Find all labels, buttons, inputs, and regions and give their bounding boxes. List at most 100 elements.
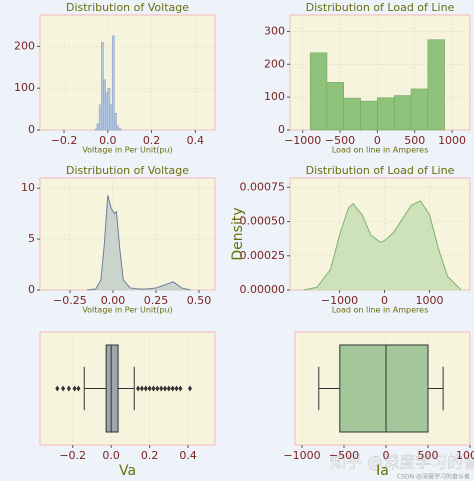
y-tick-label: 0 — [28, 283, 35, 296]
chart-title: Distribution of Voltage — [66, 1, 189, 14]
flier — [139, 385, 144, 392]
x-tick-label: 0.4 — [187, 134, 205, 147]
x-tick-label: −0.2 — [59, 449, 86, 462]
x-tick-label: 500 — [404, 134, 425, 147]
x-tick-label: 0.00 — [101, 294, 126, 307]
x-axis-label: Load on line in Amperes — [332, 146, 429, 155]
flier — [170, 385, 175, 392]
x-tick-label: 0.4 — [179, 449, 197, 462]
flier — [178, 385, 183, 392]
watermark-small: CSDN @深度学习的奋斗者 — [397, 473, 470, 481]
flier — [151, 385, 156, 392]
flier — [143, 385, 148, 392]
bar — [427, 39, 445, 131]
y-tick-label: 0 — [28, 123, 35, 136]
bar — [116, 125, 119, 131]
bar — [94, 128, 98, 131]
x-tick-label: 0 — [381, 294, 388, 307]
bar — [114, 113, 117, 131]
y-tick-label: 300 — [264, 24, 285, 37]
x-tick-label: −500 — [329, 449, 359, 462]
bar — [360, 100, 378, 131]
bar — [103, 79, 106, 131]
bar — [109, 104, 113, 131]
x-axis-label: Voltage in Per Unit(pu) — [82, 146, 172, 155]
x-tick-label: 0 — [382, 449, 389, 462]
y-tick-label: 0.00075 — [240, 180, 286, 193]
y-tick-label: 200 — [14, 39, 35, 52]
bar — [410, 88, 429, 131]
area — [87, 195, 191, 290]
watermark: 知乎 @深度学习的奋斗者 — [330, 453, 474, 472]
bar — [118, 128, 122, 131]
x-axis-label: Va — [119, 463, 136, 479]
bar — [309, 52, 328, 131]
y-tick-label: 200 — [264, 57, 285, 70]
y-tick-label: 100 — [264, 90, 285, 103]
bar — [96, 123, 100, 131]
y-tick-label: 100 — [14, 81, 35, 94]
x-tick-label: −0.25 — [53, 294, 87, 307]
bar — [105, 92, 109, 131]
flier — [61, 385, 66, 392]
x-tick-label: 0.0 — [102, 449, 120, 462]
flier — [55, 385, 60, 392]
y-tick-label: 0.00000 — [240, 283, 286, 296]
x-tick-label: 1000 — [438, 134, 466, 147]
density-line — [303, 200, 462, 291]
x-axis-label: Voltage in Per Unit(pu) — [82, 306, 172, 315]
box — [105, 344, 119, 433]
bar — [98, 104, 102, 131]
x-tick-label: −1000 — [321, 294, 358, 307]
flier — [76, 385, 81, 392]
chart-title: Distribution of Load of Line — [306, 1, 455, 14]
x-tick-label: 0 — [374, 134, 381, 147]
y-tick-label: 0 — [278, 123, 285, 136]
bar — [111, 35, 115, 131]
flier — [166, 385, 171, 392]
bar — [377, 97, 395, 131]
density-line — [87, 195, 191, 291]
flier — [136, 385, 141, 392]
x-tick-label: −0.2 — [51, 134, 78, 147]
x-tick-label: 500 — [417, 449, 438, 462]
chart-title: Distribution of Load of Line — [306, 164, 455, 177]
flier — [72, 385, 77, 392]
x-tick-label: 0.0 — [99, 134, 117, 147]
flier — [163, 385, 167, 392]
y-tick-label: 0.00025 — [240, 249, 286, 262]
x-tick-label: 1000 — [456, 449, 474, 462]
y-tick-label: 0.00050 — [240, 215, 286, 228]
plot-area — [39, 177, 216, 291]
x-tick-label: −1000 — [284, 134, 321, 147]
x-tick-label: 0.2 — [141, 449, 159, 462]
x-tick-label: −1000 — [283, 449, 320, 462]
flier — [188, 385, 192, 392]
x-axis-label: Ia — [376, 463, 389, 479]
bar — [343, 97, 361, 131]
flier — [174, 385, 179, 392]
y-axis-label: Density — [230, 207, 246, 260]
plot-area — [39, 14, 216, 131]
y-tick-label: 5 — [28, 232, 35, 245]
x-tick-label: −500 — [325, 134, 355, 147]
bar — [107, 87, 111, 131]
bar — [393, 95, 412, 131]
x-tick-label: 0.2 — [143, 134, 161, 147]
flier — [66, 385, 71, 392]
y-tick-label: 10 — [21, 181, 35, 194]
flier — [155, 385, 160, 392]
chart-title: Distribution of Voltage — [66, 164, 189, 177]
flier — [147, 385, 152, 392]
box — [339, 344, 429, 433]
x-tick-label: 0.50 — [187, 294, 212, 307]
x-tick-label: 1000 — [416, 294, 444, 307]
x-axis-label: Load on line in Amperes — [332, 306, 429, 315]
bar — [101, 41, 104, 131]
x-tick-label: 0.25 — [144, 294, 169, 307]
area — [303, 201, 461, 290]
bar — [326, 82, 345, 131]
flier — [159, 385, 164, 392]
